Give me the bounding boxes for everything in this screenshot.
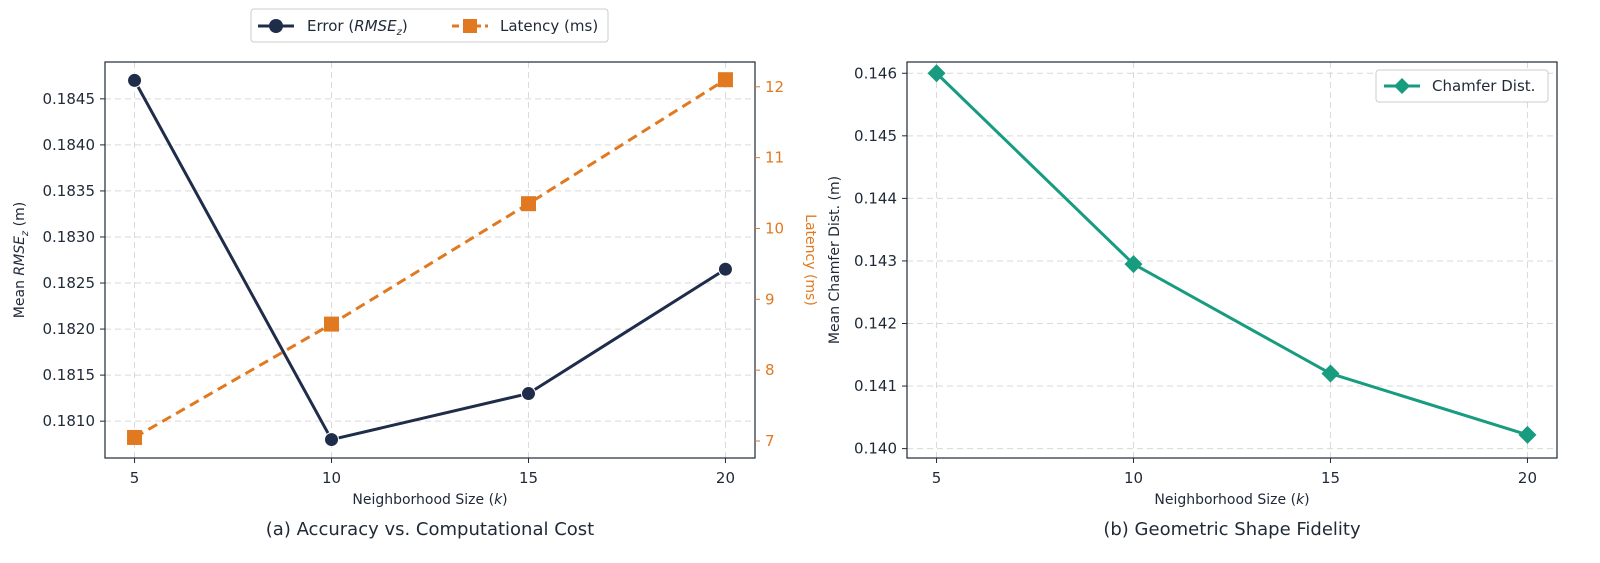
y2-tick-label: 8: [765, 361, 775, 379]
y-tick-label: 0.1815: [43, 366, 96, 384]
series-line-latency-ms: [133, 78, 727, 439]
y-tick-label: 0.1825: [43, 274, 96, 292]
series-line-chamfer-dist: [935, 72, 1528, 437]
data-point-error-rmsez: [324, 432, 340, 448]
y-tick-label: 0.1845: [43, 90, 96, 108]
chart-a-frame: [104, 61, 756, 459]
data-point-latency-ms: [324, 316, 340, 332]
data-point-error-rmsez: [717, 261, 733, 277]
data-point-error-rmsez: [127, 72, 143, 88]
legend-chamfer-marker: [1394, 78, 1410, 94]
chart-a-legend-box: [250, 8, 609, 43]
legend-entry-error: Error (RMSEz): [258, 17, 408, 38]
y-tick-label: 0.1820: [43, 320, 96, 338]
y-tick-label: 0.146: [854, 64, 897, 82]
y-tick-label: 0.145: [854, 127, 897, 145]
chart-b-y-ticks: 0.140 0.141 0.142 0.143 0.144 0.145 0.146: [854, 64, 907, 458]
chart-a: 0.1810 0.1815 0.1820 0.1825 0.1830 0.1835 0.18…: [12, 8, 818, 540]
y2-tick-label: 9: [765, 290, 775, 308]
data-point-chamfer-dist: [927, 64, 946, 83]
chart-b-caption: (b) Geometric Shape Fidelity: [1103, 519, 1361, 540]
chart-a-x-axis-label: Neighborhood Size (k): [352, 492, 507, 508]
series-line-error-rmsez: [133, 79, 727, 442]
y-tick-label: 0.143: [854, 252, 897, 270]
chart-a-grid: [105, 62, 755, 458]
x-tick-label: 5: [130, 469, 140, 487]
chart-a-legend: Error (RMSEz) Latency (ms): [250, 8, 609, 43]
chart-b-series: [927, 64, 1537, 444]
chart-a-y2-axis-label: Latency (ms): [802, 214, 818, 306]
legend-error-marker: [269, 19, 283, 33]
data-point-chamfer-dist: [1321, 364, 1340, 383]
y2-tick-label: 7: [765, 432, 775, 450]
y-tick-label: 0.1835: [43, 182, 96, 200]
y-tick-label: 0.1840: [43, 136, 96, 154]
data-point-chamfer-dist: [1518, 425, 1537, 444]
data-point-latency-ms: [520, 196, 536, 212]
x-tick-label: 10: [1124, 469, 1143, 487]
chart-b-x-axis-label: Neighborhood Size (k): [1154, 492, 1309, 508]
x-tick-label: 20: [1518, 469, 1537, 487]
chart-a-y-axis-label: Mean RMSEz (m): [12, 202, 31, 318]
y2-tick-label: 12: [765, 78, 784, 96]
data-point-latency-ms: [127, 429, 143, 445]
data-point-latency-ms: [717, 72, 733, 88]
legend-entry-latency: Latency (ms): [452, 17, 598, 35]
chart-a-y-ticks: 0.1810 0.1815 0.1820 0.1825 0.1830 0.1835 0.18…: [43, 90, 105, 430]
y-tick-label: 0.142: [854, 314, 897, 332]
chart-b-grid: [907, 62, 1557, 458]
x-tick-label: 15: [1321, 469, 1340, 487]
y2-tick-label: 11: [765, 149, 784, 167]
y-tick-label: 0.144: [854, 189, 897, 207]
chart-b-legend-box: [1375, 69, 1549, 103]
chart-b: 0.140 0.141 0.142 0.143 0.144 0.145 0.146 5 10 1…: [827, 61, 1558, 540]
chart-a-caption: (a) Accuracy vs. Computational Cost: [266, 519, 594, 540]
chart-a-y2-ticks: 7 8 9 10 11 12: [755, 78, 784, 450]
chart-a-x-ticks: 5 10 15 20: [130, 458, 735, 487]
x-tick-label: 15: [519, 469, 538, 487]
data-point-error-rmsez: [520, 386, 536, 402]
y-tick-label: 0.1810: [43, 412, 96, 430]
chart-b-y-axis-label: Mean Chamfer Dist. (m): [827, 176, 843, 344]
y-tick-label: 0.141: [854, 377, 897, 395]
y-tick-label: 0.140: [854, 440, 897, 458]
x-tick-label: 10: [322, 469, 341, 487]
chart-b-frame: [906, 61, 1558, 459]
legend-latency-label: Latency (ms): [500, 17, 598, 35]
y-tick-label: 0.1830: [43, 228, 96, 246]
legend-error-label: Error (RMSEz): [307, 17, 408, 38]
chart-b-x-ticks: 5 10 15 20: [932, 458, 1537, 487]
x-tick-label: 20: [716, 469, 735, 487]
chart-a-series: [127, 72, 733, 448]
y2-tick-label: 10: [765, 219, 784, 237]
legend-latency-marker: [463, 19, 477, 33]
x-tick-label: 5: [932, 469, 942, 487]
data-point-chamfer-dist: [1124, 255, 1143, 274]
chart-b-legend: Chamfer Dist.: [1375, 69, 1549, 103]
legend-chamfer-label: Chamfer Dist.: [1432, 77, 1535, 95]
